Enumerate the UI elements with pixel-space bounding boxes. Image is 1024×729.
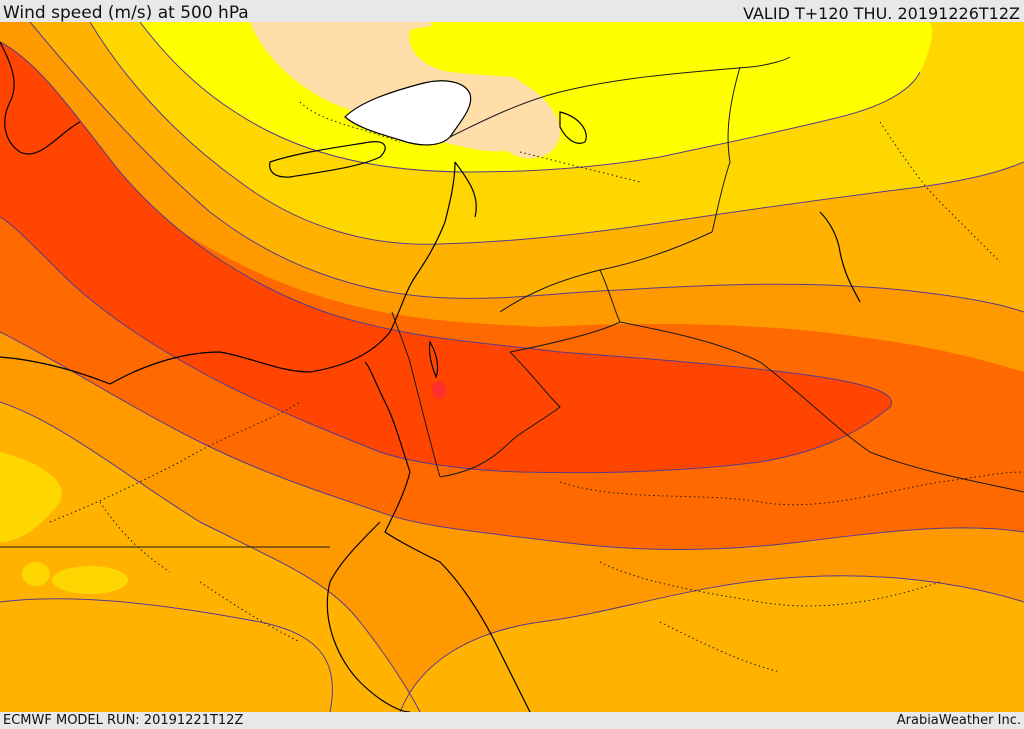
- admin-boundaries: [49, 101, 1024, 673]
- header-bar: Wind speed (m/s) at 500 hPa VALID T+120 …: [0, 0, 1024, 23]
- coastlines: [0, 41, 861, 712]
- wind-band-light-moderate-southwest: [0, 452, 62, 542]
- wind-speed-map-svg: [0, 22, 1024, 712]
- model-run-label: ECMWF MODEL RUN: 20191221T12Z: [3, 713, 244, 728]
- wind-band-very-light: [250, 22, 546, 152]
- wind-band-light-moderate-south: [0, 598, 333, 712]
- wind-spot-light: [22, 562, 50, 586]
- wind-band-light-moderate-se: [560, 669, 1024, 712]
- wind-band-calm: [345, 80, 471, 145]
- wind-band-light-top: [409, 23, 774, 83]
- wind-contours: [0, 22, 1024, 712]
- wind-band-very-strong-jet: [0, 42, 892, 473]
- wind-band-very-light-east: [496, 82, 560, 159]
- valid-time: VALID T+120 THU. 20191226T12Z: [743, 4, 1020, 23]
- map-title: Wind speed (m/s) at 500 hPa: [3, 3, 249, 23]
- weather-map[interactable]: [0, 22, 1024, 712]
- wind-spot-light: [52, 566, 128, 594]
- wind-jet-core: [432, 381, 446, 399]
- country-borders: [0, 56, 1024, 548]
- footer-bar: ECMWF MODEL RUN: 20191221T12Z ArabiaWeat…: [0, 712, 1024, 729]
- credit-label: ArabiaWeather Inc.: [896, 713, 1021, 728]
